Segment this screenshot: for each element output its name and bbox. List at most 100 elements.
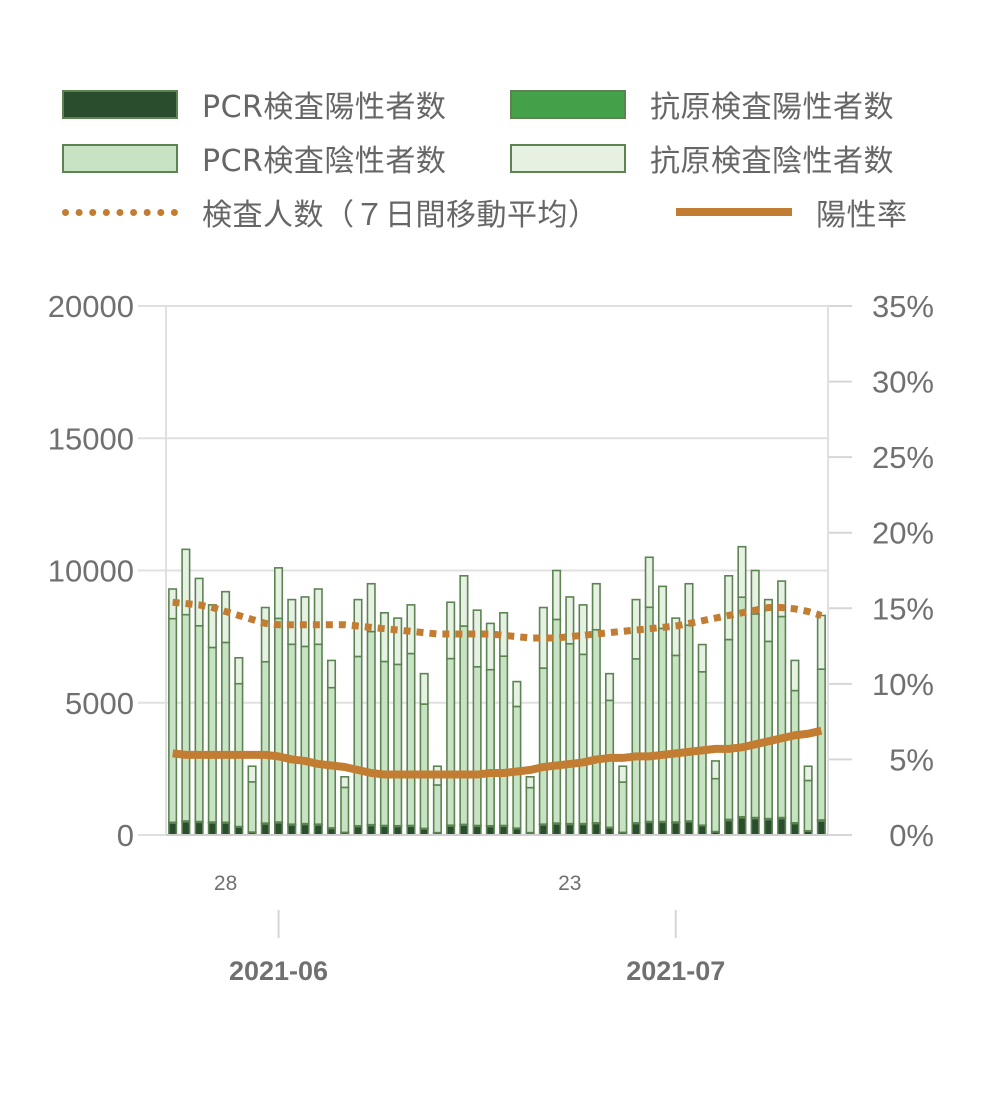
bar-segment-pcr-negative [525,786,535,834]
bar-segment-pcr-positive [273,822,284,836]
bar-segment-pcr-positive [168,822,178,836]
legend-swatch-pcr-negative [62,143,178,173]
bar-segment-pcr-negative [247,781,257,833]
bar-segment-pcr-negative [273,617,284,823]
bar-segment-antigen-negative [565,596,575,645]
bar-segment-pcr-positive [459,824,469,836]
y-right-tick-label: 10% [872,667,934,702]
y-right-tick-label: 30% [872,365,934,400]
bar-segment-pcr-positive [300,823,310,836]
bar-segment-pcr-negative [340,786,350,834]
bar-segment-antigen-negative [538,606,548,669]
bar-segment-antigen-negative [446,601,456,660]
bar-segment-pcr-positive [366,824,376,836]
bar-segment-pcr-positive [790,822,800,836]
bar-segment-pcr-positive [207,822,217,836]
y-left-tick-label: 20000 [48,289,134,324]
y-right-tick-label: 15% [872,591,934,626]
bar-segment-pcr-negative [459,625,469,826]
bar-segment-antigen-negative [816,614,826,670]
bar-segment-pcr-negative [353,655,363,827]
bar-segment-antigen-negative [459,574,469,627]
bar-segment-antigen-negative [485,622,495,671]
legend-item-pcr-negative[interactable]: PCR検査陰性者数 [62,138,446,179]
bar-segment-pcr-positive [763,818,773,836]
bar-segment-pcr-negative [393,663,403,827]
y-left-tick-label: 15000 [48,421,134,456]
bar-segment-pcr-negative [485,668,495,827]
bar-segment-antigen-negative [247,765,257,783]
legend-item-pcr-positive[interactable]: PCR検査陽性者数 [62,84,447,125]
bar-segment-pcr-negative [300,645,310,825]
bar-segment-pcr-positive [604,827,615,836]
legend-item-antigen-negative[interactable]: 抗原検査陰性者数 [510,138,894,179]
legend-swatch-antigen-positive [510,89,626,119]
bar-segment-antigen-negative [737,545,747,599]
bar-segment-antigen-negative [750,569,760,615]
bar-segment-pcr-positive [671,822,681,836]
bar-segment-pcr-positive [485,825,495,836]
bar-segment-pcr-positive [472,825,482,836]
bar-segment-antigen-negative [552,569,562,621]
bar-segment-pcr-positive [287,824,297,836]
legend-label-antigen-positive: 抗原検査陽性者数 [650,90,894,125]
bar-segment-pcr-positive [657,821,668,836]
bar-segment-pcr-negative [194,624,204,823]
bar-segment-pcr-negative [618,781,628,834]
bar-segment-pcr-positive [194,821,204,836]
bar-segment-pcr-positive [353,825,363,836]
bar-segment-pcr-positive [591,822,601,836]
y-right-tick-label: 0% [889,818,934,853]
bar-segment-antigen-negative [260,606,270,663]
bar-segment-antigen-negative [366,582,376,633]
bar-segment-pcr-negative [816,668,826,821]
bar-segment-pcr-negative [552,618,562,824]
line-test-count-average [172,598,823,642]
legend-swatch-pcr-positive [62,89,178,119]
legend-item-test-count-average[interactable]: 検査人数（７日間移動平均） [62,192,599,233]
bar-segment-pcr-positive [697,824,707,836]
bar-segment-antigen-negative [326,659,337,689]
bar-segment-antigen-negative [273,567,284,620]
bar-segment-antigen-negative [181,548,191,616]
bar-segment-pcr-negative [326,686,337,829]
bar-segment-pcr-positive [644,821,654,836]
legend-swatch-positive-rate [676,198,792,227]
x-month-label: 2021-06 [229,956,328,986]
bar-segment-pcr-negative [684,624,694,822]
bar-segment-antigen-negative [419,672,429,705]
legend-item-antigen-positive[interactable]: 抗原検査陽性者数 [510,84,894,125]
bar-segment-antigen-negative [234,656,244,685]
bar-segment-pcr-negative [790,689,800,824]
legend-item-positive-rate[interactable]: 陽性率 [676,192,908,233]
bar-segment-pcr-positive [221,822,231,836]
bar-segment-antigen-negative [512,680,522,708]
bar-segment-antigen-negative [710,760,721,780]
legend-label-pcr-positive: PCR検査陽性者数 [202,90,447,125]
bar-segment-antigen-negative [591,582,601,631]
bar-segment-pcr-positive [816,820,826,836]
bar-segment-pcr-negative [644,606,654,823]
bar-segment-pcr-negative [737,596,747,818]
legend-swatch-test-count-average [62,198,178,227]
chart-legend: PCR検査陽性者数 抗原検査陽性者数 PCR検査陰性者数 抗原検査陰性者数 検査… [0,0,1000,250]
bar-segment-pcr-negative [724,638,734,821]
test-results-chart: 0 5000 10000 15000 20000 0% 5% 10% 15% 20% 25% 30% 3… [48,289,934,986]
bar-segment-pcr-positive [578,823,588,836]
y-right-tick-label: 35% [872,289,934,324]
bar-segment-antigen-negative [644,556,654,609]
bar-segment-antigen-negative [379,612,390,663]
y-left-tick-label: 0 [117,818,134,853]
bar-segment-pcr-negative [207,646,217,823]
bar-segment-pcr-positive [750,817,760,836]
bar-segment-antigen-negative [803,765,813,782]
bar-segment-pcr-positive [260,823,270,836]
bar-segment-pcr-negative [366,630,376,826]
bar-segment-pcr-positive [565,823,575,836]
bar-segment-antigen-negative [618,765,628,783]
bar-segment-antigen-negative [472,609,482,668]
bar-segment-pcr-positive [777,817,787,836]
bar-segment-pcr-negative [419,703,429,830]
bar-segment-pcr-positive [234,826,244,836]
y-right-tick-label: 5% [889,742,934,777]
